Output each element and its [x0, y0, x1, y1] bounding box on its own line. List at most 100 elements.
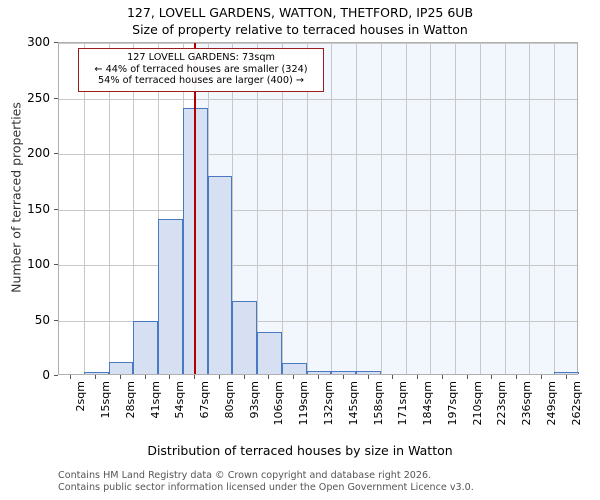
chart-title: 127, LOVELL GARDENS, WATTON, THETFORD, I… [0, 4, 600, 38]
y-tick-mark [54, 319, 58, 321]
histogram-bar [281, 362, 307, 374]
y-tick-label: 100 [27, 257, 50, 271]
gridline-vertical [158, 43, 160, 374]
x-tick-mark [565, 375, 567, 379]
x-tick-label: 119sqm [297, 381, 311, 426]
annotation-line-2: ← 44% of terraced houses are smaller (32… [94, 63, 308, 75]
x-tick-mark [540, 375, 542, 379]
x-tick-label: 106sqm [272, 381, 286, 426]
gridline-vertical [257, 43, 259, 374]
gridline-horizontal [59, 43, 577, 44]
gridline-vertical [455, 43, 457, 374]
x-tick-mark [194, 375, 196, 379]
title-line-1: 127, LOVELL GARDENS, WATTON, THETFORD, I… [126, 5, 474, 20]
histogram-bar [133, 320, 159, 374]
x-tick-label: 2sqm [74, 381, 88, 412]
x-tick-mark [318, 375, 319, 379]
histogram-bar [331, 370, 357, 374]
annotation-line-3: 54% of terraced houses are larger (400) … [98, 75, 304, 87]
x-tick-mark [367, 375, 369, 379]
x-tick-mark [491, 375, 493, 379]
x-tick-label: 80sqm [222, 381, 236, 419]
footer-line-1: Contains HM Land Registry data © Crown c… [58, 470, 432, 481]
gridline-vertical [430, 43, 432, 374]
x-axis-title: Distribution of terraced houses by size … [147, 443, 453, 458]
gridline-horizontal [59, 265, 577, 266]
x-tick-mark [293, 375, 295, 379]
histogram-bar [356, 370, 381, 374]
y-tick-label: 250 [27, 90, 50, 105]
gridline-vertical [232, 43, 234, 374]
x-tick-mark [144, 375, 146, 379]
x-tick-mark [70, 375, 72, 379]
x-tick-mark [466, 375, 468, 379]
x-tick-label: 41sqm [148, 381, 162, 419]
y-tick-label: 150 [27, 201, 50, 216]
title-line-2: Size of property relative to terraced ho… [132, 22, 468, 37]
x-tick-label: 197sqm [445, 381, 459, 426]
histogram-bar [306, 370, 332, 374]
x-tick-label: 249sqm [544, 381, 558, 426]
property-size-marker-line [194, 43, 196, 374]
y-tick-label: 300 [27, 35, 50, 49]
gridline-vertical [529, 43, 531, 374]
x-tick-label: 184sqm [421, 381, 435, 426]
gridline-vertical [281, 43, 283, 374]
y-tick-mark [54, 375, 58, 376]
gridline-horizontal [59, 98, 577, 100]
x-tick-label: 28sqm [123, 381, 137, 419]
x-tick-label: 210sqm [470, 381, 484, 426]
annotation-line-1: 127 LOVELL GARDENS: 73sqm [127, 52, 275, 63]
footer-line-2: Contains public sector information licen… [58, 481, 474, 493]
x-tick-label: 54sqm [173, 381, 187, 419]
gridline-vertical [306, 43, 308, 374]
gridline-vertical [133, 43, 135, 374]
y-tick-mark [54, 153, 58, 154]
x-tick-mark [243, 375, 245, 379]
x-tick-label: 93sqm [247, 381, 261, 419]
y-tick-mark [54, 42, 58, 43]
plot-area [58, 42, 579, 375]
y-tick-label: 0 [42, 368, 50, 382]
x-tick-mark [441, 375, 443, 379]
x-tick-label: 67sqm [198, 381, 212, 419]
gridline-vertical [405, 43, 407, 374]
histogram-bar [108, 361, 134, 374]
gridline-vertical [504, 43, 506, 374]
y-tick-mark [54, 97, 58, 99]
property-annotation-box: 127 LOVELL GARDENS: 73sqm ← 44% of terra… [78, 48, 324, 92]
x-tick-label: 223sqm [495, 381, 509, 426]
gridline-vertical [356, 43, 358, 374]
x-tick-mark [218, 375, 220, 379]
x-tick-label: 262sqm [569, 381, 583, 426]
gridline-vertical [380, 43, 382, 374]
gridline-horizontal [59, 320, 577, 322]
x-tick-label: 145sqm [346, 381, 360, 426]
x-tick-mark [417, 375, 419, 379]
x-tick-label: 236sqm [520, 381, 534, 426]
x-tick-label: 158sqm [371, 381, 385, 426]
gridline-vertical [554, 43, 556, 374]
histogram-bar [83, 372, 109, 374]
x-tick-label: 132sqm [322, 381, 335, 426]
y-tick-label: 200 [27, 146, 50, 160]
histogram-bar [232, 300, 258, 374]
x-tick-label: 171sqm [396, 381, 410, 426]
histogram-bar [207, 176, 233, 374]
x-tick-mark [516, 375, 518, 379]
x-tick-mark [119, 375, 121, 379]
y-tick-mark [54, 208, 58, 210]
gridline-vertical [108, 43, 110, 374]
x-tick-mark [342, 375, 344, 379]
y-tick-mark [54, 264, 58, 265]
gridline-vertical [83, 43, 85, 374]
histogram-bar [554, 372, 579, 374]
gridline-horizontal [59, 154, 577, 155]
x-tick-label: 15sqm [99, 381, 113, 419]
y-tick-label: 50 [34, 312, 50, 327]
x-tick-mark [392, 375, 394, 379]
histogram-bar [158, 218, 183, 374]
histogram-bar [257, 331, 282, 374]
